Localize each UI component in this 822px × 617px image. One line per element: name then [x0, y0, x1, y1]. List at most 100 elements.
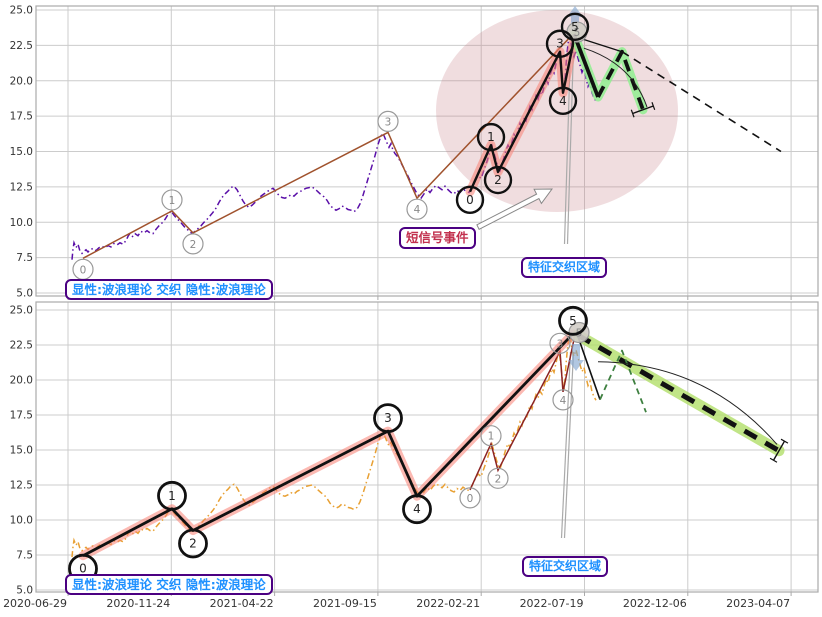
wave-label-number: 2 — [495, 473, 502, 485]
wave-label-circle — [476, 122, 506, 152]
x-tick-label: 2022-12-06 — [623, 597, 687, 610]
wave-label-circle — [549, 332, 571, 354]
forecast-end-marker — [772, 440, 786, 461]
y-tick-label: 10.0 — [10, 217, 33, 229]
wave-label-number: 1 — [169, 195, 176, 207]
wave-label-number: 2 — [189, 537, 197, 551]
wave-label-circle — [545, 29, 575, 58]
realized-leg-line — [572, 33, 600, 98]
y-tick-label: 20.0 — [10, 375, 33, 387]
explicit-wave-line — [82, 332, 575, 557]
wave-label-number: 0 — [466, 193, 474, 207]
forecast-end-marker-serif — [769, 457, 778, 463]
wave-label-circle — [552, 389, 574, 411]
y-tick-label: 15.0 — [10, 146, 33, 158]
wave-label-circle — [487, 467, 509, 489]
y-tick-label: 10.0 — [10, 515, 33, 527]
wave-label-number: 5 — [569, 314, 577, 328]
wave-label-circle — [178, 528, 208, 559]
y-tick-label: 25.0 — [10, 5, 33, 17]
wave-label-number: 0 — [80, 264, 87, 276]
alt-zigzag-green-dashed — [599, 349, 647, 413]
y-tick-label: 12.5 — [10, 181, 33, 193]
y-tick-label: 5.0 — [16, 585, 33, 597]
wave-label-circle — [406, 198, 428, 220]
alt-forecast-dashed — [621, 51, 782, 153]
forecast-end-marker-serif — [630, 109, 635, 118]
x-tick-label: 2022-02-21 — [416, 597, 480, 610]
wave-label-circle — [377, 110, 399, 132]
y-tick-label: 17.5 — [10, 410, 33, 422]
wave-label-circle — [157, 480, 187, 511]
explicit-wave-line — [468, 34, 577, 193]
wave-label-circle — [402, 494, 432, 525]
explicit-implicit-wave-label-bottom: 显性:波浪理论 交织 隐性:波浪理论 — [65, 574, 273, 595]
main-forecast-dashed — [576, 333, 781, 453]
alt-forecast-solid — [577, 36, 623, 53]
x-tick-label: 2020-06-29 — [3, 597, 67, 610]
wave-label-number: 2 — [494, 173, 502, 187]
implicit-wave-line — [82, 33, 574, 259]
x-tick-label: 2022-07-19 — [520, 597, 584, 610]
y-tick-label: 20.0 — [10, 75, 33, 87]
x-tick-label: 2023-04-07 — [726, 597, 790, 610]
panel-border — [35, 301, 819, 593]
price-series-line — [71, 333, 597, 558]
annotation-arc — [597, 361, 778, 445]
y-tick-label: 25.0 — [10, 305, 33, 317]
y-tick-label: 22.5 — [10, 340, 33, 352]
realized-leg-line — [576, 333, 601, 400]
wave-label-number: 2 — [190, 239, 197, 251]
wave-label-number: 3 — [556, 37, 564, 51]
x-tick-label: 2021-09-15 — [313, 597, 377, 610]
wave-label-number: 5 — [571, 20, 579, 34]
wave-label-number: 4 — [413, 502, 421, 516]
wave-label-number: 4 — [414, 204, 421, 216]
annotation-arc — [583, 47, 648, 108]
wave-label-circle — [161, 189, 183, 211]
wave-label-number: 3 — [385, 116, 392, 128]
wave-label-number: 1 — [488, 431, 495, 443]
implicit-wave-line — [469, 334, 576, 491]
y-tick-label: 12.5 — [10, 480, 33, 492]
panel-border — [35, 5, 819, 297]
wave-label-circle — [459, 487, 481, 509]
signal-event-arrow — [476, 188, 553, 230]
wave-label-circle — [560, 12, 590, 41]
wave-label-number: 3 — [557, 338, 564, 350]
wave-label-number: 3 — [384, 411, 392, 425]
explicit-implicit-wave-label-top: 显性:波浪理论 交织 隐性:波浪理论 — [65, 279, 273, 300]
y-tick-label: 22.5 — [10, 40, 33, 52]
feature-region-indicator-line — [563, 351, 575, 539]
wave-label-number: 4 — [559, 94, 567, 108]
y-tick-label: 17.5 — [10, 111, 33, 123]
wave-label-number: 0 — [79, 562, 87, 576]
forecast-end-marker — [632, 105, 654, 115]
wave-highlight-glow — [78, 329, 578, 561]
wave-label-circle — [558, 305, 588, 336]
y-tick-label: 7.5 — [16, 550, 33, 562]
short-signal-event-label: 短信号事件 — [399, 227, 476, 249]
wave-label-circle — [480, 425, 502, 447]
wave-label-circle — [455, 185, 485, 215]
x-tick-label: 2020-11-24 — [106, 597, 170, 610]
down-arrow-signal-marker — [568, 344, 584, 371]
wave-label-circle — [373, 403, 403, 434]
wave-label-circle — [483, 165, 513, 195]
y-tick-label: 7.5 — [16, 252, 33, 264]
feature-region-indicator-line — [566, 47, 575, 245]
feature-interweave-region-label-top: 特征交织区域 — [521, 257, 608, 278]
wave-label-circle — [548, 86, 578, 115]
forecast-end-marker-serif — [651, 102, 656, 110]
forecast-end-marker-serif — [780, 438, 789, 444]
y-tick-label: 15.0 — [10, 445, 33, 457]
wave-label-number: 4 — [560, 395, 567, 407]
wave-label-number: 0 — [467, 493, 474, 505]
wave-label-number: 1 — [168, 489, 176, 503]
feature-interweave-region-label-bottom: 特征交织区域 — [522, 556, 609, 577]
y-tick-label: 5.0 — [16, 288, 33, 300]
wave-label-number: 1 — [487, 130, 495, 144]
wave-label-circle — [182, 233, 204, 255]
